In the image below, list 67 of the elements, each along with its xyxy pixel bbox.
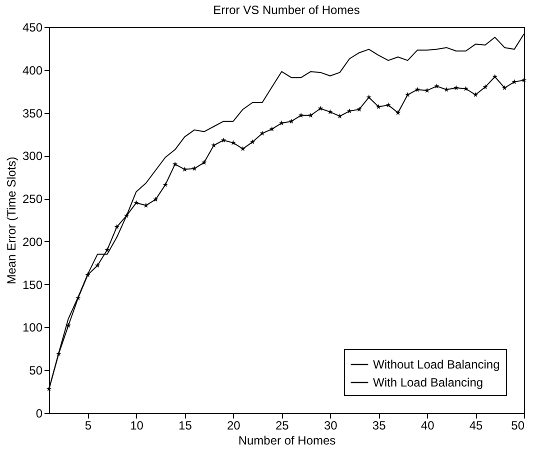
x-tick-label: 30 [324, 418, 338, 432]
y-tick-label: 400 [22, 63, 43, 78]
y-tick-label: 100 [22, 320, 43, 335]
point [502, 85, 508, 90]
point [318, 106, 324, 111]
point [94, 262, 100, 268]
point [220, 137, 226, 142]
point [405, 92, 410, 97]
y-tick-label: 450 [22, 20, 43, 34]
y-axis-title: Mean Error (Time Slots) [4, 156, 18, 284]
point [434, 83, 440, 88]
x-tick-label: 15 [178, 418, 192, 432]
chart-title: Error VS Number of Homes [213, 3, 360, 17]
point [308, 112, 314, 118]
point [162, 182, 168, 188]
point [424, 88, 430, 93]
x-tick-label: 20 [227, 418, 241, 432]
point [66, 322, 71, 328]
y-tick-label: 150 [22, 278, 43, 292]
point [182, 166, 188, 172]
point [356, 106, 362, 112]
x-axis-title: Number of Homes [238, 434, 336, 448]
point [104, 247, 110, 252]
point [240, 146, 246, 152]
x-tick-label: 35 [372, 418, 386, 432]
point [386, 102, 391, 108]
y-tick-label: 350 [22, 106, 43, 120]
point [395, 110, 401, 115]
point [269, 126, 275, 132]
point [328, 109, 333, 114]
x-tick-label: 40 [420, 418, 435, 432]
point [192, 166, 198, 171]
point [211, 142, 216, 148]
point [337, 113, 342, 118]
y-tick-label: 300 [22, 149, 43, 164]
point [366, 94, 372, 100]
point [298, 112, 304, 118]
point [454, 85, 459, 90]
x-tick-label: 45 [469, 418, 484, 432]
y-tick-label: 50 [29, 364, 43, 378]
legend-label: With Load Balancing [373, 376, 484, 390]
point [472, 92, 478, 97]
y-tick-label: 250 [22, 192, 43, 206]
point [482, 84, 488, 90]
point [153, 196, 158, 202]
point [202, 160, 207, 165]
x-tick-label: 25 [275, 418, 290, 432]
x-tick-label: 10 [130, 418, 144, 432]
legend-label: Without Load Balancing [373, 358, 500, 372]
point [463, 86, 468, 91]
y-tick-label: 200 [22, 234, 43, 249]
point [512, 79, 517, 84]
point [288, 118, 294, 124]
point [376, 104, 382, 109]
point [134, 200, 139, 206]
point [250, 139, 256, 144]
point [230, 140, 236, 146]
point [492, 74, 498, 79]
point [346, 108, 352, 114]
point [521, 77, 527, 82]
point [114, 224, 120, 230]
x-tick-label: 5 [84, 418, 92, 432]
x-tick-label: 50 [511, 418, 525, 432]
point [279, 120, 284, 126]
point [172, 162, 178, 166]
y-tick-label: 0 [36, 406, 43, 420]
point [260, 130, 265, 136]
